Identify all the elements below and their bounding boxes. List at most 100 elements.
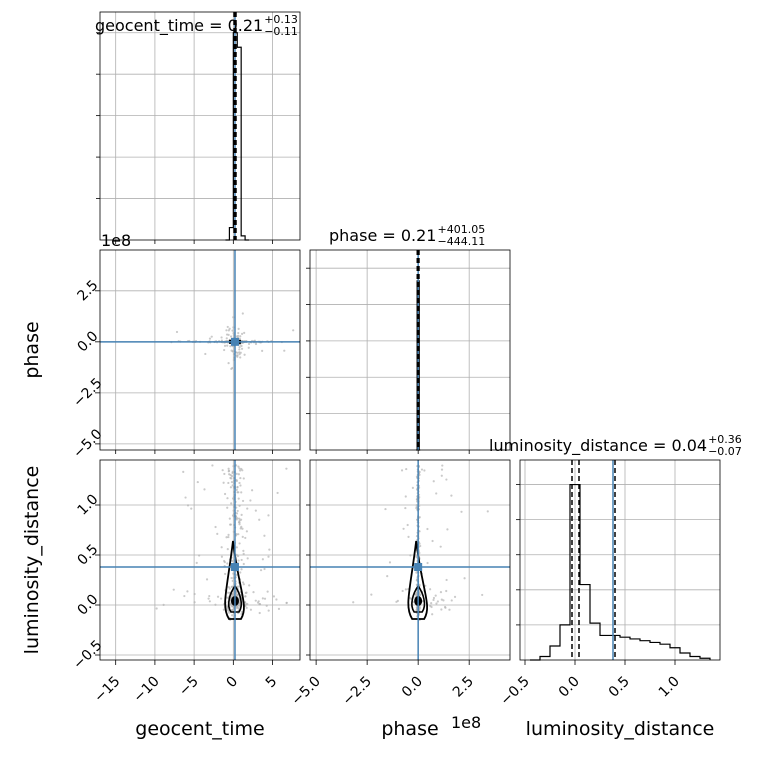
sample-point [277,607,281,610]
sample-point [405,467,408,471]
sample-point [203,488,206,491]
panel-luminosity_distance-vs-phase [309,459,511,661]
sample-point [220,555,224,558]
sample-point [237,473,240,476]
sample-point [229,523,233,526]
title-phase: phase = 0.21 [329,226,436,245]
sample-point [409,554,412,557]
sample-point [232,316,235,319]
sample-point [238,517,241,520]
sample-point [244,601,247,604]
sample-point [211,464,214,467]
sample-point [235,607,239,610]
sample-point [261,558,264,561]
sample-point [415,503,418,507]
scatter-points [352,464,489,621]
sample-point [244,595,247,598]
sample-point [446,528,449,531]
sample-point [162,603,165,606]
sample-point [238,346,241,349]
sample-point [442,599,445,602]
sample-point [272,595,276,598]
sample-point [400,469,404,472]
panel-frame [309,249,511,451]
sample-point [205,578,209,581]
sample-point [420,468,424,471]
sample-point [245,591,248,594]
sample-point [242,562,245,566]
sample-point [231,471,234,475]
sample-point [210,335,213,338]
sample-point [235,533,238,536]
x-tick-label: −10 [131,674,163,706]
sample-point [267,555,270,558]
x-tick-label: 2.5 [450,674,477,701]
sample-point [432,596,436,600]
sample-point [231,329,234,332]
histogram-geocent_time [225,32,250,241]
sample-point [226,562,229,565]
panel-phase-vs-phase [306,249,511,451]
sample-point [216,532,219,535]
sample-point [232,326,235,329]
sample-point [231,484,234,487]
sample-point [283,349,286,352]
sample-point [237,331,240,335]
sample-point [415,507,418,510]
sample-point [406,523,409,527]
sample-point [230,480,234,484]
sample-point [434,594,437,597]
sample-point [214,525,217,529]
sample-point [236,517,239,520]
sample-point [225,536,228,539]
sample-point [230,576,233,580]
sample-point [223,348,226,352]
sample-point [241,499,245,503]
sample-point [238,481,241,485]
sample-point [232,465,235,468]
sample-point [238,504,241,507]
sample-point [240,491,243,494]
sample-point [230,475,234,478]
sample-point [263,567,266,571]
panel-frame [99,459,301,661]
sample-point [238,348,241,351]
sample-point [423,469,426,472]
sample-point [237,604,240,607]
sample-point [236,509,239,513]
sample-point [254,599,257,602]
sample-point [240,558,243,562]
sample-point [225,329,228,332]
x-axis-offset-phase: 1e8 [451,713,481,732]
sample-point [239,527,242,530]
sample-point [223,472,226,476]
sample-point [231,608,234,612]
x-tick-label: −0.5 [497,674,532,709]
x-tick-label: −15 [91,674,123,706]
sample-point [237,497,240,500]
sample-point [241,527,244,530]
sample-point [275,598,278,601]
sample-point [231,559,234,563]
sample-point [292,329,295,332]
sample-point [436,600,439,603]
sample-point [261,349,264,353]
sample-point [404,506,407,510]
sample-point [235,479,238,482]
sample-point [226,497,229,500]
sample-point [230,367,233,370]
sample-point [226,344,229,347]
x-tick-label: 1.0 [656,674,683,701]
sample-point [463,577,466,580]
sample-point [249,608,253,611]
sample-point [235,546,238,549]
sample-point [221,469,224,472]
sample-point [228,327,231,330]
title-lower-error: −444.11 [437,235,485,248]
sample-point [193,601,196,604]
sample-point [258,611,261,615]
sample-point [236,585,240,588]
panel-luminosity_distance-vs-geocent_time [99,459,301,661]
sample-point [431,539,434,543]
sample-point [216,595,220,598]
